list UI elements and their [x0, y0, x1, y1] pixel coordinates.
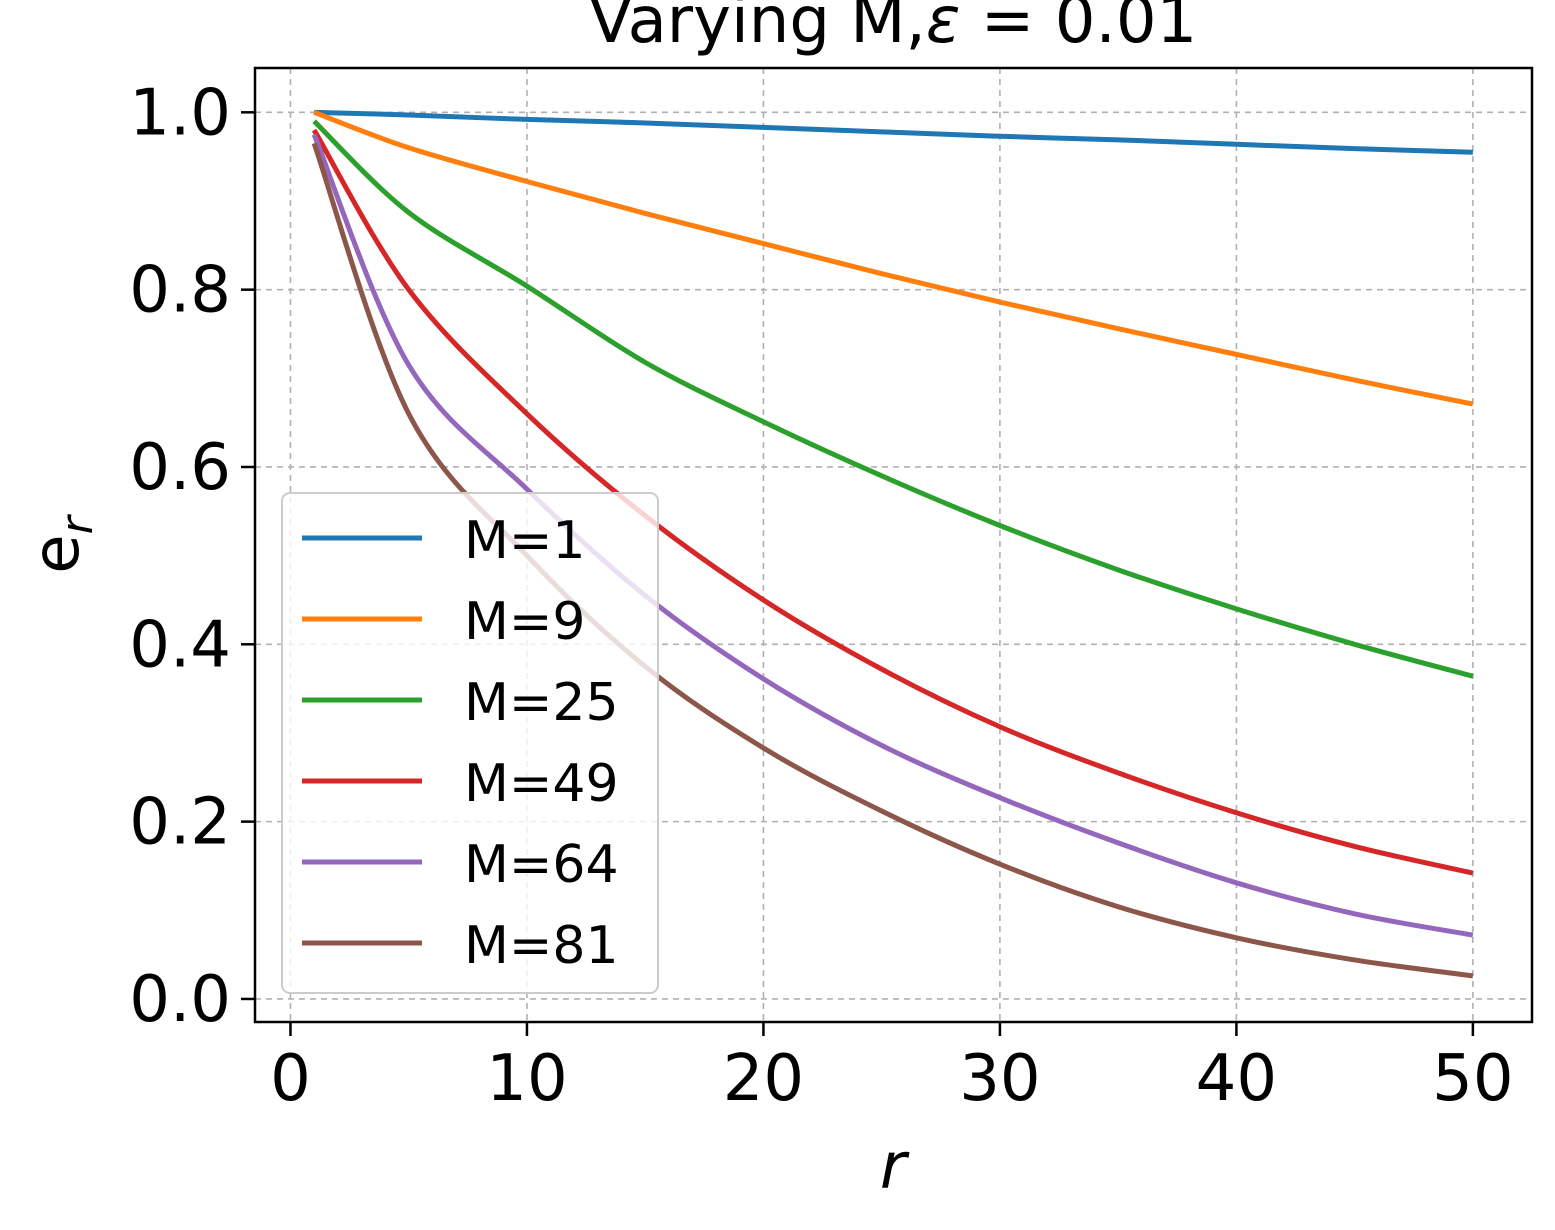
y-tick-label: 0.6 — [129, 431, 231, 505]
y-tick-label: 0.8 — [129, 254, 231, 328]
y-axis-label-subscript: r — [52, 513, 103, 534]
plot-frame — [253, 66, 1534, 1024]
x-tick-label: 40 — [1196, 1042, 1277, 1116]
y-tick-label: 0.0 — [129, 963, 231, 1037]
chart-title-prefix: Varying M, — [589, 0, 926, 58]
chart-title-symbol: ε — [926, 0, 961, 58]
legend-label-m-25: M=25 — [464, 673, 619, 733]
series-line-m-81 — [311, 142, 1474, 979]
chart-title: Varying M,ε = 0.01 — [589, 0, 1198, 58]
y-tick-label: 0.4 — [129, 608, 231, 682]
legend-label-m-81: M=81 — [464, 916, 619, 976]
x-tick-label: 50 — [1432, 1042, 1513, 1116]
legend-label-m-1: M=1 — [464, 511, 586, 571]
series-line-m-49 — [311, 128, 1474, 876]
legend-entries: M=1 M=9 M=25 M=49 M=64 M=81 — [302, 511, 619, 976]
x-tick-label: 0 — [270, 1042, 311, 1116]
legend-label-m-9: M=9 — [464, 592, 586, 652]
series-line-m-9 — [313, 109, 1474, 407]
legend-label-m-49: M=49 — [464, 754, 619, 814]
y-axis-label: er — [20, 513, 103, 573]
series-line-m-1 — [314, 109, 1473, 155]
y-tick-label: 1.0 — [129, 76, 231, 150]
x-axis-label: r — [880, 1130, 910, 1204]
y-tick-label: 0.2 — [129, 786, 231, 860]
axis-ticks: 0 10 20 30 40 50 0.0 0.2 0.4 0.6 0.8 1.0 — [129, 76, 1513, 1116]
series-line-m-64 — [311, 133, 1474, 938]
series-line-m-25 — [312, 119, 1474, 679]
legend: M=1 M=9 M=25 M=49 M=64 M=81 — [281, 492, 659, 994]
series-lines — [311, 109, 1474, 979]
x-tick-label: 10 — [486, 1042, 567, 1116]
chart-title-suffix: = 0.01 — [960, 0, 1197, 58]
x-tick-label: 30 — [959, 1042, 1040, 1116]
x-tick-label: 20 — [723, 1042, 804, 1116]
legend-label-m-64: M=64 — [464, 835, 619, 895]
grid — [255, 68, 1532, 1022]
y-axis-label-main: e — [20, 534, 94, 573]
